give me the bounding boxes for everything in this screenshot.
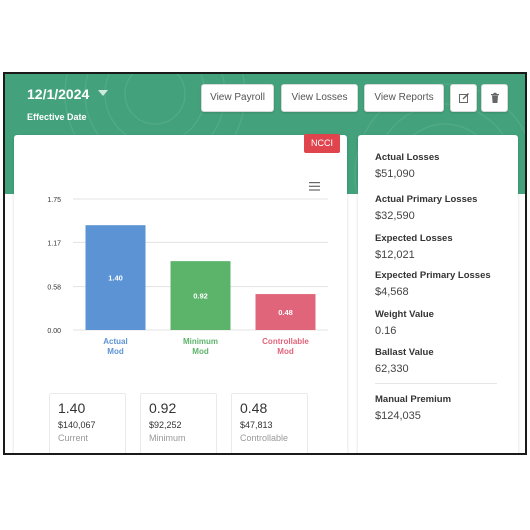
- hamburger-menu-icon[interactable]: [309, 182, 320, 191]
- view-losses-button[interactable]: View Losses: [281, 84, 358, 112]
- category-label: Controllable: [262, 337, 309, 346]
- metric-value: $32,590: [375, 210, 415, 222]
- metric-value: $51,090: [375, 168, 415, 180]
- metric-label: Ballast Value: [375, 347, 434, 358]
- metric-actual-losses: Actual Losses $51,090: [375, 152, 439, 180]
- app-frame: 12/1/2024 Effective Date View Payroll Vi…: [3, 72, 527, 455]
- category-label: Mod: [277, 347, 294, 356]
- metric-label: Expected Primary Losses: [375, 270, 491, 281]
- stat-dollars: $92,252: [149, 420, 182, 430]
- effective-date-label: Effective Date: [27, 112, 87, 122]
- category-label: Actual: [103, 337, 127, 346]
- effective-date-block: 12/1/2024 Effective Date: [27, 86, 108, 122]
- metrics-divider: [375, 383, 497, 384]
- edit-button[interactable]: [450, 84, 477, 112]
- metric-label: Manual Premium: [375, 394, 452, 405]
- effective-date[interactable]: 12/1/2024: [27, 86, 90, 102]
- metric-label: Weight Value: [375, 309, 434, 320]
- y-tick-label: 0.58: [47, 285, 61, 292]
- category-label: Mod: [107, 347, 124, 356]
- metric-expected-losses: Expected Losses $12,021: [375, 233, 453, 261]
- metric-value: 0.16: [375, 325, 397, 337]
- stat-value: 0.48: [240, 400, 268, 416]
- y-tick-label: 0.00: [47, 328, 61, 335]
- metric-value: 62,330: [375, 363, 409, 375]
- bar-value-label: 0.48: [278, 308, 293, 317]
- metric-value: $12,021: [375, 249, 415, 261]
- bar: [170, 261, 231, 330]
- stat-value: 0.92: [149, 400, 177, 416]
- y-tick-label: 1.17: [47, 240, 61, 247]
- stat-label: Minimum: [149, 433, 186, 443]
- delete-button[interactable]: [481, 84, 508, 112]
- metric-label: Actual Losses: [375, 152, 440, 163]
- stat-card-current: 1.40 $140,067 Current: [49, 393, 126, 453]
- metric-value: $124,035: [375, 410, 421, 422]
- metric-label: Expected Losses: [375, 233, 453, 244]
- y-tick-label: 1.75: [47, 197, 61, 204]
- trash-icon: [490, 92, 499, 103]
- metric-weight-value: Weight Value 0.16: [375, 309, 434, 337]
- metric-manual-premium: Manual Premium $124,035: [375, 394, 451, 422]
- metric-value: $4,568: [375, 286, 409, 298]
- metric-actual-primary-losses: Actual Primary Losses $32,590: [375, 194, 477, 222]
- view-reports-button[interactable]: View Reports: [364, 84, 444, 112]
- loss-metrics-card: [358, 135, 518, 453]
- category-label: Mod: [192, 347, 209, 356]
- bar-value-label: 1.40: [108, 274, 123, 283]
- ncci-badge: NCCI: [304, 134, 340, 153]
- bar: [85, 225, 146, 330]
- stat-dollars: $140,067: [58, 420, 96, 430]
- bar-value-label: 0.92: [193, 292, 208, 301]
- stat-value: 1.40: [58, 400, 86, 416]
- chevron-down-icon[interactable]: [97, 90, 108, 96]
- stat-label: Controllable: [240, 433, 289, 443]
- mod-bar-chart: 0.000.581.171.751.40ActualMod0.92Minimum…: [47, 197, 328, 356]
- metric-label: Actual Primary Losses: [375, 194, 478, 205]
- metric-expected-primary-losses: Expected Primary Losses $4,568: [375, 270, 491, 298]
- stat-card-minimum: 0.92 $92,252 Minimum: [140, 393, 217, 453]
- metric-ballast-value: Ballast Value 62,330: [375, 347, 434, 375]
- stat-dollars: $47,813: [240, 420, 273, 430]
- view-payroll-button[interactable]: View Payroll: [201, 84, 274, 112]
- bar: [255, 294, 316, 330]
- edit-icon: [458, 93, 469, 103]
- stat-card-controllable: 0.48 $47,813 Controllable: [231, 393, 308, 453]
- category-label: Minimum: [183, 337, 218, 346]
- stat-label: Current: [58, 433, 89, 443]
